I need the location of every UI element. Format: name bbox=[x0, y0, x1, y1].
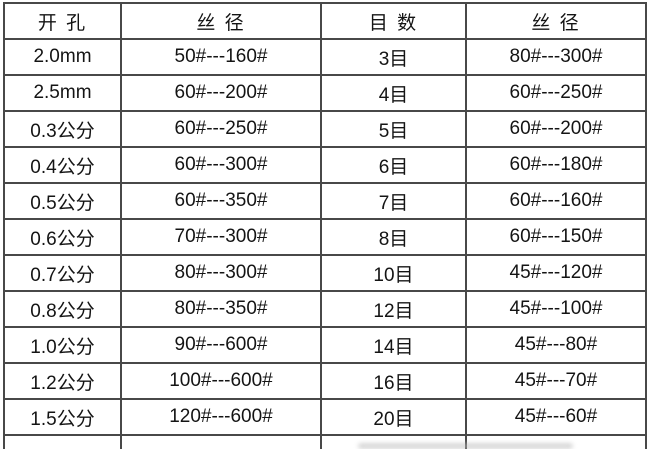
cell-mesh-count: 10目 bbox=[320, 254, 467, 292]
cell-wire-range-1: 50#---160# bbox=[120, 38, 322, 76]
table-row: 0.3公分 60#---250# 5目 60#---200# bbox=[3, 110, 647, 148]
cell-mesh-count: 4目 bbox=[320, 74, 467, 112]
cell-aperture: 1.5公分 bbox=[3, 398, 122, 436]
table-row: 0.6公分 70#---300# 8目 60#---150# bbox=[3, 218, 647, 256]
table-row: 1.5公分 120#---600# 20目 45#---60# bbox=[3, 398, 647, 436]
empty-cell bbox=[3, 434, 122, 449]
cell-mesh-count: 5目 bbox=[320, 110, 467, 148]
cell-wire-range-2: 45#---100# bbox=[465, 290, 647, 328]
table-row: 2.0mm 50#---160# 3目 80#---300# bbox=[3, 38, 647, 76]
watermark-smudge bbox=[358, 443, 573, 449]
cell-wire-range-2: 60#---150# bbox=[465, 218, 647, 256]
cell-mesh-count: 7目 bbox=[320, 182, 467, 220]
cell-aperture: 2.0mm bbox=[3, 38, 122, 76]
cell-aperture: 0.8公分 bbox=[3, 290, 122, 328]
cell-wire-range-2: 45#---60# bbox=[465, 398, 647, 436]
cell-wire-range-2: 60#---180# bbox=[465, 146, 647, 184]
cell-mesh-count: 6目 bbox=[320, 146, 467, 184]
cell-aperture: 2.5mm bbox=[3, 74, 122, 112]
cell-aperture: 0.4公分 bbox=[3, 146, 122, 184]
cell-mesh-count: 12目 bbox=[320, 290, 467, 328]
cell-aperture: 0.6公分 bbox=[3, 218, 122, 256]
cell-wire-range-1: 100#---600# bbox=[120, 362, 322, 400]
table-row: 2.5mm 60#---200# 4目 60#---250# bbox=[3, 74, 647, 112]
cell-wire-range-2: 80#---300# bbox=[465, 38, 647, 76]
cell-wire-range-2: 60#---200# bbox=[465, 110, 647, 148]
cell-wire-range-2: 45#---120# bbox=[465, 254, 647, 292]
col-header-wire-diameter-1: 丝 径 bbox=[120, 2, 322, 40]
header-row: 开 孔 丝 径 目 数 丝 径 bbox=[3, 2, 647, 40]
cell-mesh-count: 14目 bbox=[320, 326, 467, 364]
cell-mesh-count: 8目 bbox=[320, 218, 467, 256]
table-row: 0.4公分 60#---300# 6目 60#---180# bbox=[3, 146, 647, 184]
cell-wire-range-2: 45#---70# bbox=[465, 362, 647, 400]
cell-mesh-count: 20目 bbox=[320, 398, 467, 436]
col-header-aperture: 开 孔 bbox=[3, 2, 122, 40]
cell-aperture: 1.0公分 bbox=[3, 326, 122, 364]
cell-wire-range-1: 80#---350# bbox=[120, 290, 322, 328]
cell-wire-range-2: 60#---160# bbox=[465, 182, 647, 220]
col-header-wire-diameter-2: 丝 径 bbox=[465, 2, 647, 40]
table-row: 1.2公分 100#---600# 16目 45#---70# bbox=[3, 362, 647, 400]
cell-wire-range-1: 80#---300# bbox=[120, 254, 322, 292]
cell-wire-range-1: 90#---600# bbox=[120, 326, 322, 364]
cell-wire-range-1: 120#---600# bbox=[120, 398, 322, 436]
cell-aperture: 0.5公分 bbox=[3, 182, 122, 220]
cell-aperture: 1.2公分 bbox=[3, 362, 122, 400]
table-row: 0.8公分 80#---350# 12目 45#---100# bbox=[3, 290, 647, 328]
table-row: 0.5公分 60#---350# 7目 60#---160# bbox=[3, 182, 647, 220]
cell-wire-range-1: 60#---350# bbox=[120, 182, 322, 220]
cell-wire-range-1: 60#---300# bbox=[120, 146, 322, 184]
cell-wire-range-1: 60#---200# bbox=[120, 74, 322, 112]
col-header-mesh-count: 目 数 bbox=[320, 2, 467, 40]
mesh-spec-table: 开 孔 丝 径 目 数 丝 径 2.0mm 50#---160# 3目 80#-… bbox=[3, 2, 647, 449]
cell-aperture: 0.3公分 bbox=[3, 110, 122, 148]
cell-wire-range-2: 60#---250# bbox=[465, 74, 647, 112]
empty-cell bbox=[120, 434, 322, 449]
cell-mesh-count: 16目 bbox=[320, 362, 467, 400]
cell-mesh-count: 3目 bbox=[320, 38, 467, 76]
table-row: 1.0公分 90#---600# 14目 45#---80# bbox=[3, 326, 647, 364]
table-row: 0.7公分 80#---300# 10目 45#---120# bbox=[3, 254, 647, 292]
cell-wire-range-2: 45#---80# bbox=[465, 326, 647, 364]
cell-wire-range-1: 60#---250# bbox=[120, 110, 322, 148]
cell-wire-range-1: 70#---300# bbox=[120, 218, 322, 256]
cell-aperture: 0.7公分 bbox=[3, 254, 122, 292]
